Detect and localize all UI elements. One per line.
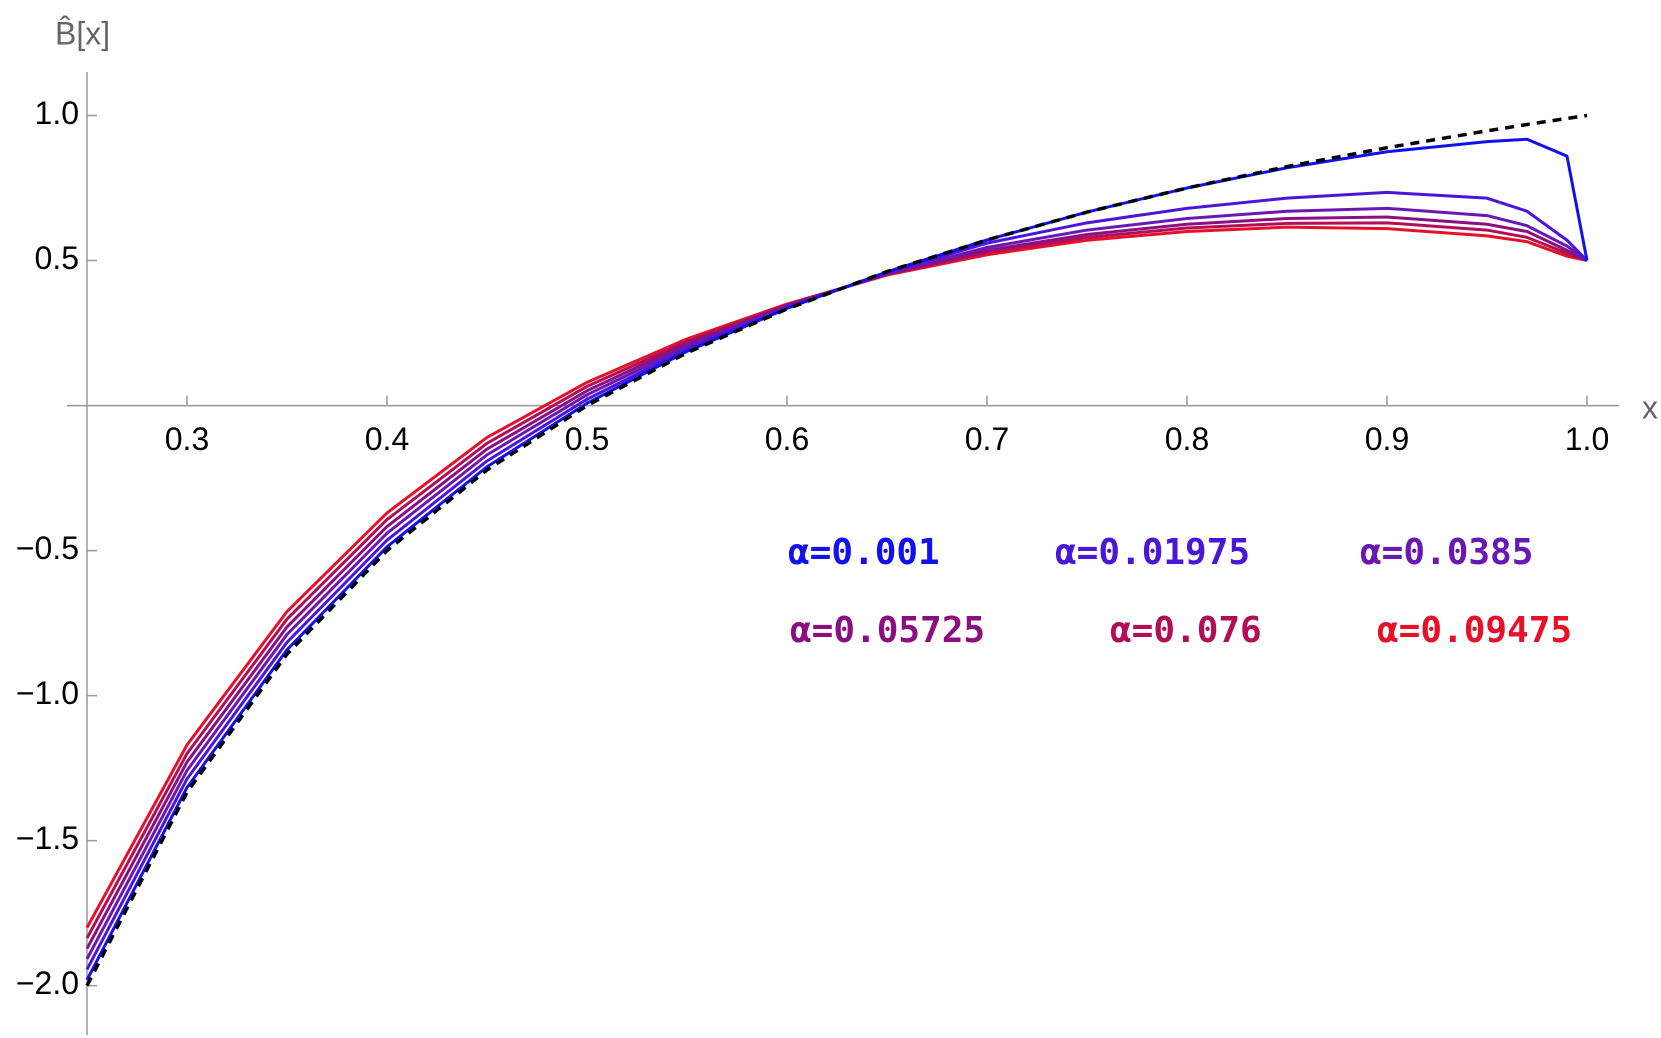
series-line [85,137,1589,981]
y-axis-label: B̂[x] [55,15,110,51]
legend-label: α=0.0385 [1360,532,1533,573]
y-tick-label: 1.0 [35,95,79,131]
legend-label: α=0.001 [788,532,940,573]
legend-label: α=0.01975 [1055,532,1250,573]
x-tick-label: 1.0 [1565,421,1609,457]
x-tick-label: 0.4 [365,421,409,457]
x-axis-label: x [1642,389,1658,425]
x-tick-label: 0.3 [165,421,209,457]
y-tick-label: −0.5 [16,530,79,566]
series-line [85,221,1588,939]
x-tick-label: 0.9 [1365,421,1409,457]
series-line [85,225,1588,929]
x-tick-label: 0.6 [765,421,809,457]
legend-label: α=0.076 [1110,610,1262,651]
series-line [85,190,1589,971]
x-tick-label: 0.5 [565,421,609,457]
y-tick-label: −1.5 [16,820,79,856]
reference-line [85,113,1588,987]
y-tick-label: −2.0 [16,965,79,1001]
series-line [85,206,1588,960]
x-tick-label: 0.8 [1165,421,1209,457]
series-line [85,215,1588,950]
y-tick-label: 0.5 [35,240,79,276]
y-tick-label: −1.0 [16,675,79,711]
x-tick-label: 0.7 [965,421,1009,457]
legend-label: α=0.09475 [1377,610,1572,651]
legend-label: α=0.05725 [790,610,985,651]
